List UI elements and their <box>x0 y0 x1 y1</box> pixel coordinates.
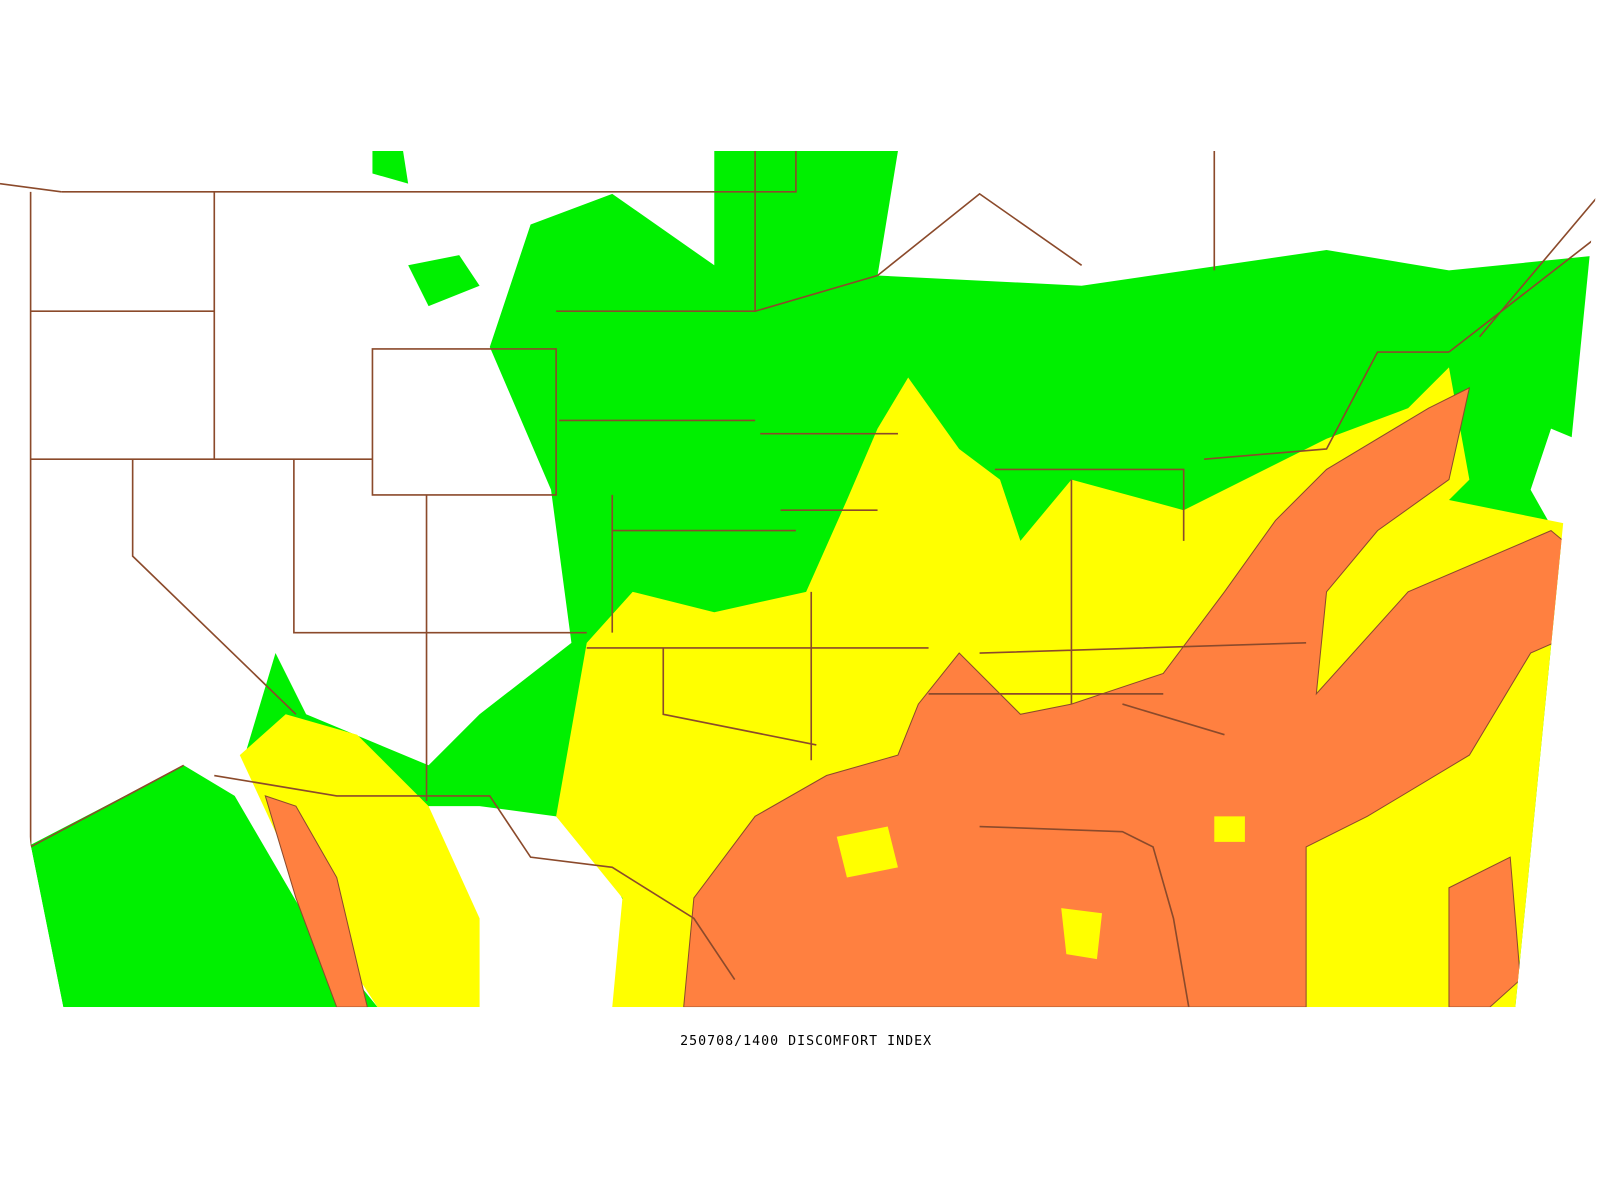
zone-orange <box>683 386 1600 1008</box>
map-caption: 250708/1400 DISCOMFORT INDEX <box>680 1034 932 1049</box>
zone-orange <box>1448 856 1521 1008</box>
map-area <box>0 151 1600 1008</box>
zone-green <box>30 765 378 1008</box>
zone-yellow <box>239 714 480 1008</box>
borders <box>0 151 1600 1008</box>
zone-green <box>372 151 480 307</box>
zone-orange <box>264 795 368 1008</box>
zone-yellow <box>836 816 1245 960</box>
